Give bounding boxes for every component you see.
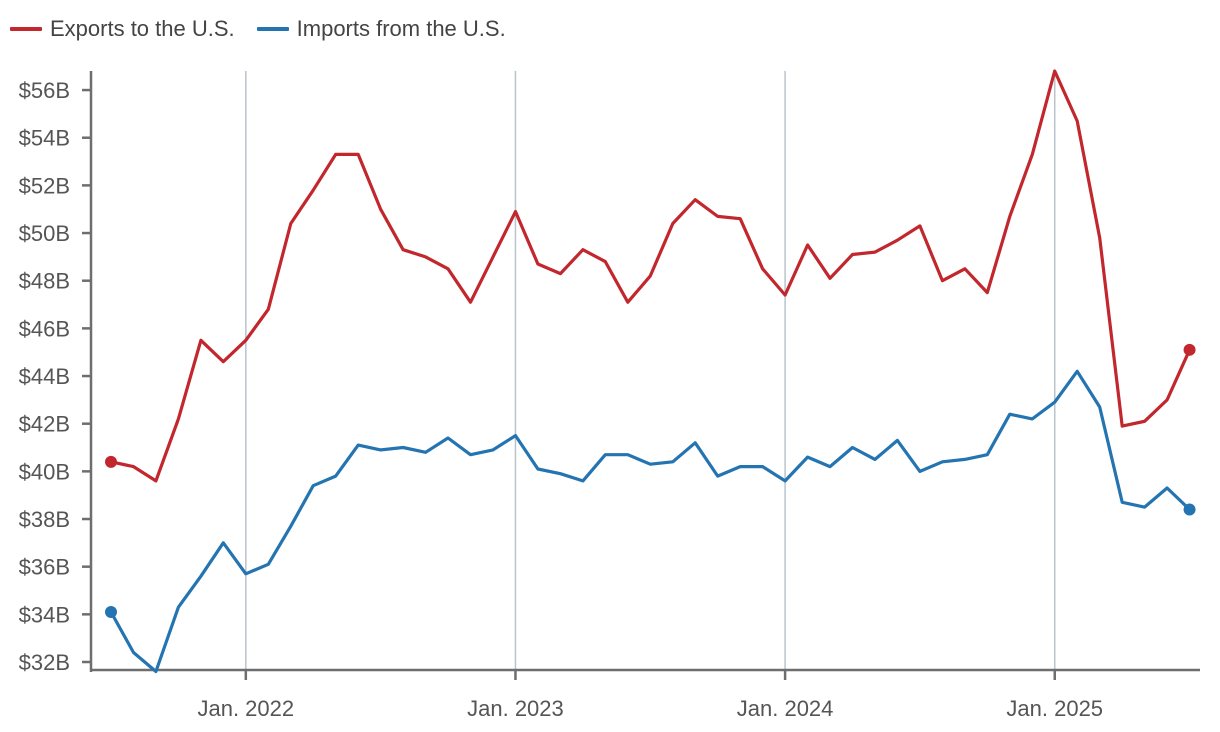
legend-swatch-imports xyxy=(256,27,289,31)
series-1-end-point xyxy=(1183,503,1196,516)
y-tick-label-4: $40B xyxy=(19,459,70,484)
series-0-start-point xyxy=(105,455,117,468)
series-0-end-point xyxy=(1183,343,1196,356)
legend-swatch-exports xyxy=(10,27,42,31)
series-1-start-point xyxy=(105,605,117,618)
legend: Exports to the U.S. Imports from the U.S… xyxy=(10,16,528,42)
axis-layer: $32B $34B $36B $38B $40B $42B $44B $46B $48B $50B… xyxy=(19,71,1200,721)
y-tick-label-0: $32B xyxy=(19,650,70,675)
legend-label-exports: Exports to the U.S. xyxy=(50,16,235,41)
y-tick-label-7: $46B xyxy=(19,316,70,341)
series-line-0 xyxy=(109,69,1192,483)
series-layer xyxy=(105,69,1196,674)
y-tick-label-1: $34B xyxy=(19,602,70,627)
grid-layer xyxy=(245,71,1056,670)
x-tick-label-0: Jan. 2022 xyxy=(197,696,294,721)
y-tick-label-11: $54B xyxy=(19,126,70,151)
y-tick-label-3: $38B xyxy=(19,507,70,532)
legend-item-exports: Exports to the U.S. xyxy=(10,16,235,42)
x-tick-label-2: Jan. 2024 xyxy=(737,696,834,721)
y-tick-label-10: $52B xyxy=(19,173,70,198)
legend-item-imports: Imports from the U.S. xyxy=(256,16,506,42)
y-tick-label-2: $36B xyxy=(19,555,70,580)
y-tick-label-5: $42B xyxy=(19,412,70,437)
y-tick-label-8: $48B xyxy=(19,269,70,294)
y-tick-label-12: $56B xyxy=(19,78,70,103)
y-tick-label-6: $44B xyxy=(19,364,70,389)
series-line-1 xyxy=(109,369,1192,674)
x-tick-label-1: Jan. 2023 xyxy=(467,696,564,721)
legend-label-imports: Imports from the U.S. xyxy=(296,16,506,41)
y-tick-label-9: $50B xyxy=(19,221,70,246)
x-tick-label-3: Jan. 2025 xyxy=(1006,696,1103,721)
